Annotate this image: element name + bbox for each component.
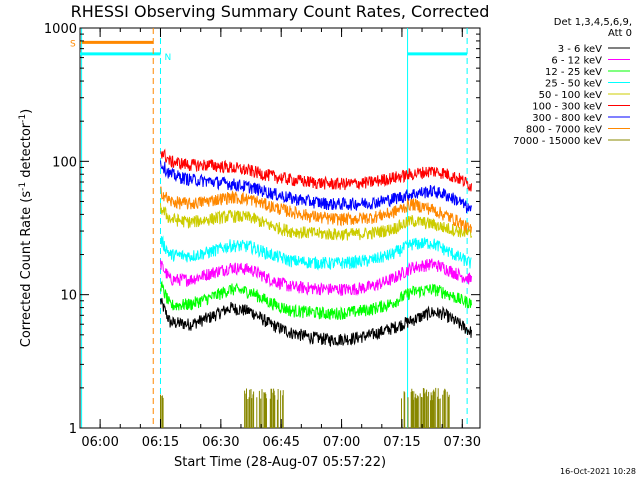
chart-title: RHESSI Observing Summary Count Rates, Co… xyxy=(71,2,490,21)
legend-label: 3 - 6 keV xyxy=(558,44,602,55)
series-line xyxy=(160,148,472,192)
y-tick-label: 100 xyxy=(52,155,77,170)
x-tick-label: 06:30 xyxy=(202,435,239,450)
legend-label: 50 - 100 keV xyxy=(539,90,603,101)
y-tick-label: 10 xyxy=(60,289,77,304)
plot-area xyxy=(79,27,481,429)
flag-lines: SN xyxy=(70,39,468,63)
y-tick-label: 1 xyxy=(69,422,77,437)
series-line xyxy=(160,258,472,296)
x-tick-label: 07:30 xyxy=(444,435,481,450)
series-line xyxy=(160,297,472,348)
legend-label: 100 - 300 keV xyxy=(532,102,602,113)
legend-label: 800 - 7000 keV xyxy=(526,125,602,136)
series-line xyxy=(160,203,472,241)
y-axis-label-mid: detector xyxy=(19,122,34,182)
series-line xyxy=(160,160,472,214)
y-axis-label-sup2: -1 xyxy=(18,114,28,123)
legend-label: 300 - 800 keV xyxy=(532,113,602,124)
series-line xyxy=(160,280,472,320)
x-axis: 06:00 06:15 06:30 06:45 07:00 07:15 07:30 xyxy=(79,28,481,450)
y-tick-label: 1000 xyxy=(44,22,77,37)
y-axis-label: Corrected Count Rate (s-1 detector-1) xyxy=(18,109,34,347)
flag-label: N xyxy=(164,53,171,63)
series-line xyxy=(160,186,472,234)
flag-label: S xyxy=(70,39,76,49)
x-tick-label: 06:15 xyxy=(142,435,179,450)
legend-label: 12 - 25 keV xyxy=(545,67,602,78)
legend-label: 25 - 50 keV xyxy=(545,79,602,90)
x-tick-label: 07:15 xyxy=(383,435,420,450)
legend-header-line: Det 1,3,4,5,6,9, xyxy=(554,17,632,28)
legend-header-line: Att 0 xyxy=(608,28,632,39)
footer-timestamp: 16-Oct-2021 10:28 xyxy=(560,467,636,476)
x-tick-label: 06:00 xyxy=(81,435,118,450)
y-axis-label-end: ) xyxy=(19,109,34,114)
x-tick-label: 06:45 xyxy=(262,435,299,450)
y-axis-label-sup1: -1 xyxy=(18,182,28,191)
legend-header: Det 1,3,4,5,6,9,Att 0 xyxy=(554,17,632,39)
series-line xyxy=(160,387,450,428)
legend-label: 6 - 12 keV xyxy=(551,56,602,67)
y-axis-label-main: Corrected Count Rate (s xyxy=(19,191,34,348)
y-axis: 1 10 100 1000 xyxy=(44,22,480,437)
legend-label: 7000 - 15000 keV xyxy=(513,136,602,147)
x-axis-label: Start Time (28-Aug-07 05:57:22) xyxy=(174,455,386,470)
x-tick-label: 07:00 xyxy=(323,435,360,450)
series-group xyxy=(160,148,472,428)
series-line xyxy=(160,235,472,271)
